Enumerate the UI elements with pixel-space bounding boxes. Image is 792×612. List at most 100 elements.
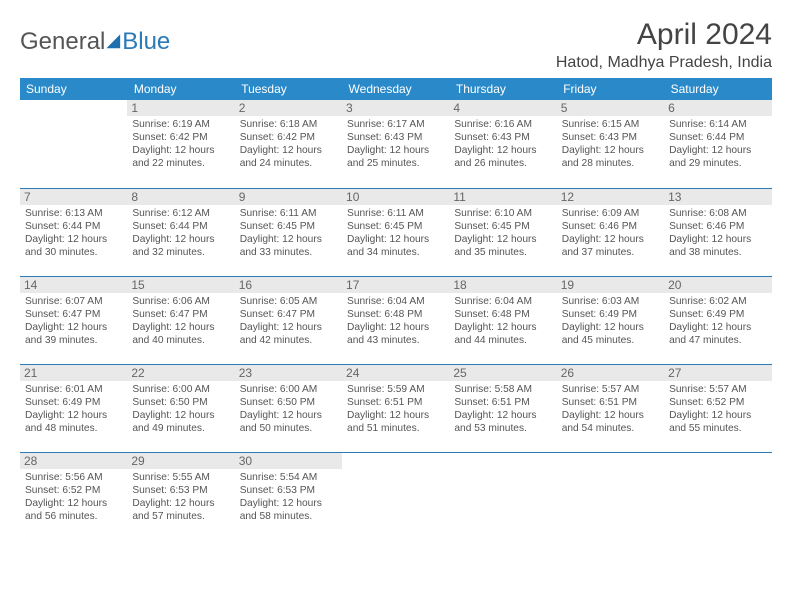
daylight-line: Daylight: 12 hours and 58 minutes. bbox=[240, 497, 337, 523]
daylight-line: Daylight: 12 hours and 56 minutes. bbox=[25, 497, 122, 523]
sunrise-line: Sunrise: 6:15 AM bbox=[562, 118, 659, 131]
day-info: Sunrise: 6:03 AMSunset: 6:49 PMDaylight:… bbox=[562, 295, 659, 347]
sunset-line: Sunset: 6:53 PM bbox=[240, 484, 337, 497]
sunset-line: Sunset: 6:51 PM bbox=[347, 396, 444, 409]
sunset-line: Sunset: 6:49 PM bbox=[562, 308, 659, 321]
sunset-line: Sunset: 6:47 PM bbox=[132, 308, 229, 321]
day-info: Sunrise: 6:09 AMSunset: 6:46 PMDaylight:… bbox=[562, 207, 659, 259]
sunrise-line: Sunrise: 6:08 AM bbox=[669, 207, 766, 220]
sunset-line: Sunset: 6:45 PM bbox=[454, 220, 551, 233]
sunrise-line: Sunrise: 6:03 AM bbox=[562, 295, 659, 308]
daylight-line: Daylight: 12 hours and 24 minutes. bbox=[240, 144, 337, 170]
sunset-line: Sunset: 6:53 PM bbox=[132, 484, 229, 497]
calendar-cell: . bbox=[20, 100, 127, 188]
daylight-line: Daylight: 12 hours and 39 minutes. bbox=[25, 321, 122, 347]
day-info: Sunrise: 6:04 AMSunset: 6:48 PMDaylight:… bbox=[347, 295, 444, 347]
daylight-line: Daylight: 12 hours and 33 minutes. bbox=[240, 233, 337, 259]
calendar-cell: 17Sunrise: 6:04 AMSunset: 6:48 PMDayligh… bbox=[342, 276, 449, 364]
sunrise-line: Sunrise: 6:00 AM bbox=[240, 383, 337, 396]
daylight-line: Daylight: 12 hours and 50 minutes. bbox=[240, 409, 337, 435]
brand-logo: General◢Blue bbox=[20, 28, 170, 56]
day-number: 26 bbox=[557, 365, 664, 381]
sunset-line: Sunset: 6:42 PM bbox=[132, 131, 229, 144]
sunrise-line: Sunrise: 6:02 AM bbox=[669, 295, 766, 308]
day-number: 23 bbox=[235, 365, 342, 381]
calendar-cell: 6Sunrise: 6:14 AMSunset: 6:44 PMDaylight… bbox=[664, 100, 771, 188]
day-number: 11 bbox=[449, 189, 556, 205]
day-number: 13 bbox=[664, 189, 771, 205]
day-info: Sunrise: 6:06 AMSunset: 6:47 PMDaylight:… bbox=[132, 295, 229, 347]
sunrise-line: Sunrise: 6:00 AM bbox=[132, 383, 229, 396]
day-number: 15 bbox=[127, 277, 234, 293]
weekday-header: Tuesday bbox=[235, 78, 342, 100]
day-number: 5 bbox=[557, 100, 664, 116]
day-number: 22 bbox=[127, 365, 234, 381]
sunrise-line: Sunrise: 6:14 AM bbox=[669, 118, 766, 131]
day-info: Sunrise: 5:59 AMSunset: 6:51 PMDaylight:… bbox=[347, 383, 444, 435]
calendar-cell: 10Sunrise: 6:11 AMSunset: 6:45 PMDayligh… bbox=[342, 188, 449, 276]
sunrise-line: Sunrise: 5:55 AM bbox=[132, 471, 229, 484]
sunrise-line: Sunrise: 6:04 AM bbox=[347, 295, 444, 308]
sunrise-line: Sunrise: 6:18 AM bbox=[240, 118, 337, 131]
day-number: 24 bbox=[342, 365, 449, 381]
day-number: 29 bbox=[127, 453, 234, 469]
daylight-line: Daylight: 12 hours and 45 minutes. bbox=[562, 321, 659, 347]
day-number: 30 bbox=[235, 453, 342, 469]
day-info: Sunrise: 6:08 AMSunset: 6:46 PMDaylight:… bbox=[669, 207, 766, 259]
logo-mark-icon: ◢ bbox=[106, 30, 120, 51]
daylight-line: Daylight: 12 hours and 34 minutes. bbox=[347, 233, 444, 259]
sunrise-line: Sunrise: 6:16 AM bbox=[454, 118, 551, 131]
day-number: 2 bbox=[235, 100, 342, 116]
calendar-cell: . bbox=[342, 452, 449, 540]
sunrise-line: Sunrise: 6:07 AM bbox=[25, 295, 122, 308]
daylight-line: Daylight: 12 hours and 22 minutes. bbox=[132, 144, 229, 170]
sunset-line: Sunset: 6:43 PM bbox=[454, 131, 551, 144]
sunset-line: Sunset: 6:49 PM bbox=[25, 396, 122, 409]
calendar-cell: 14Sunrise: 6:07 AMSunset: 6:47 PMDayligh… bbox=[20, 276, 127, 364]
calendar-cell: 29Sunrise: 5:55 AMSunset: 6:53 PMDayligh… bbox=[127, 452, 234, 540]
day-info: Sunrise: 6:11 AMSunset: 6:45 PMDaylight:… bbox=[347, 207, 444, 259]
sunrise-line: Sunrise: 6:09 AM bbox=[562, 207, 659, 220]
sunset-line: Sunset: 6:52 PM bbox=[25, 484, 122, 497]
day-info: Sunrise: 6:17 AMSunset: 6:43 PMDaylight:… bbox=[347, 118, 444, 170]
day-number: 12 bbox=[557, 189, 664, 205]
title-block: April 2024 Hatod, Madhya Pradesh, India bbox=[556, 18, 772, 72]
sunrise-line: Sunrise: 6:17 AM bbox=[347, 118, 444, 131]
calendar-cell: 15 Sunrise: 6:06 AMSunset: 6:47 PMDayligh… bbox=[127, 276, 234, 364]
day-info: Sunrise: 6:00 AMSunset: 6:50 PMDaylight:… bbox=[240, 383, 337, 435]
sunset-line: Sunset: 6:49 PM bbox=[669, 308, 766, 321]
sunrise-line: Sunrise: 6:01 AM bbox=[25, 383, 122, 396]
calendar-cell: 3Sunrise: 6:17 AMSunset: 6:43 PMDaylight… bbox=[342, 100, 449, 188]
day-info: Sunrise: 6:19 AMSunset: 6:42 PMDaylight:… bbox=[132, 118, 229, 170]
sunset-line: Sunset: 6:51 PM bbox=[562, 396, 659, 409]
calendar-cell: . bbox=[664, 452, 771, 540]
calendar-cell: 7Sunrise: 6:13 AMSunset: 6:44 PMDaylight… bbox=[20, 188, 127, 276]
day-number: 8 bbox=[127, 189, 234, 205]
sunset-line: Sunset: 6:44 PM bbox=[25, 220, 122, 233]
calendar-cell: 8Sunrise: 6:12 AMSunset: 6:44 PMDaylight… bbox=[127, 188, 234, 276]
day-info: Sunrise: 6:02 AMSunset: 6:49 PMDaylight:… bbox=[669, 295, 766, 347]
calendar-table: SundayMondayTuesdayWednesdayThursdayFrid… bbox=[20, 78, 772, 540]
day-number: 14 bbox=[20, 277, 127, 293]
brand-part2: Blue bbox=[122, 28, 170, 56]
calendar-cell: 5Sunrise: 6:15 AMSunset: 6:43 PMDaylight… bbox=[557, 100, 664, 188]
calendar-cell: 13 Sunrise: 6:08 AMSunset: 6:46 PMDayligh… bbox=[664, 188, 771, 276]
sunrise-line: Sunrise: 5:56 AM bbox=[25, 471, 122, 484]
sunset-line: Sunset: 6:45 PM bbox=[240, 220, 337, 233]
sunset-line: Sunset: 6:44 PM bbox=[669, 131, 766, 144]
day-info: Sunrise: 5:54 AMSunset: 6:53 PMDaylight:… bbox=[240, 471, 337, 523]
calendar-cell: 19Sunrise: 6:03 AMSunset: 6:49 PMDayligh… bbox=[557, 276, 664, 364]
day-number: 1 bbox=[127, 100, 234, 116]
calendar-cell: 1 Sunrise: 6:19 AMSunset: 6:42 PMDaylight… bbox=[127, 100, 234, 188]
day-number: 7 bbox=[20, 189, 127, 205]
calendar-cell: 25Sunrise: 5:58 AMSunset: 6:51 PMDayligh… bbox=[449, 364, 556, 452]
sunrise-line: Sunrise: 5:57 AM bbox=[562, 383, 659, 396]
sunset-line: Sunset: 6:48 PM bbox=[454, 308, 551, 321]
sunrise-line: Sunrise: 6:10 AM bbox=[454, 207, 551, 220]
daylight-line: Daylight: 12 hours and 37 minutes. bbox=[562, 233, 659, 259]
calendar-cell: 20Sunrise: 6:02 AMSunset: 6:49 PMDayligh… bbox=[664, 276, 771, 364]
weekday-header: Saturday bbox=[664, 78, 771, 100]
day-info: Sunrise: 5:57 AMSunset: 6:51 PMDaylight:… bbox=[562, 383, 659, 435]
daylight-line: Daylight: 12 hours and 42 minutes. bbox=[240, 321, 337, 347]
daylight-line: Daylight: 12 hours and 38 minutes. bbox=[669, 233, 766, 259]
